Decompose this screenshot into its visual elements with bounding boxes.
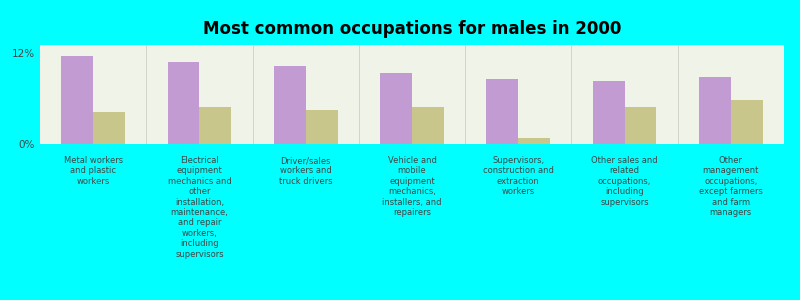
Text: Driver/sales
workers and
truck drivers: Driver/sales workers and truck drivers (279, 156, 333, 186)
Title: Most common occupations for males in 2000: Most common occupations for males in 200… (203, 20, 621, 38)
Bar (625, 107, 657, 144)
Bar (486, 79, 518, 144)
Bar (518, 138, 550, 144)
Bar (274, 66, 306, 144)
Text: Vehicle and
mobile
equipment
mechanics,
installers, and
repairers: Vehicle and mobile equipment mechanics, … (382, 156, 442, 217)
Bar (731, 100, 762, 144)
Text: Supervisors,
construction and
extraction
workers: Supervisors, construction and extraction… (483, 156, 554, 196)
Bar (593, 81, 625, 144)
Text: Electrical
equipment
mechanics and
other
installation,
maintenance,
and repair
w: Electrical equipment mechanics and other… (167, 156, 231, 259)
Bar (412, 107, 444, 144)
Bar (306, 110, 338, 144)
Text: Other sales and
related
occupations,
including
supervisors: Other sales and related occupations, inc… (591, 156, 658, 207)
Bar (62, 56, 93, 144)
Bar (699, 77, 731, 144)
Bar (380, 73, 412, 144)
Bar (199, 107, 231, 144)
Bar (93, 112, 125, 144)
Text: Other
management
occupations,
except farmers
and farm
managers: Other management occupations, except far… (699, 156, 762, 217)
Text: Metal workers
and plastic
workers: Metal workers and plastic workers (63, 156, 122, 186)
Bar (167, 62, 199, 144)
